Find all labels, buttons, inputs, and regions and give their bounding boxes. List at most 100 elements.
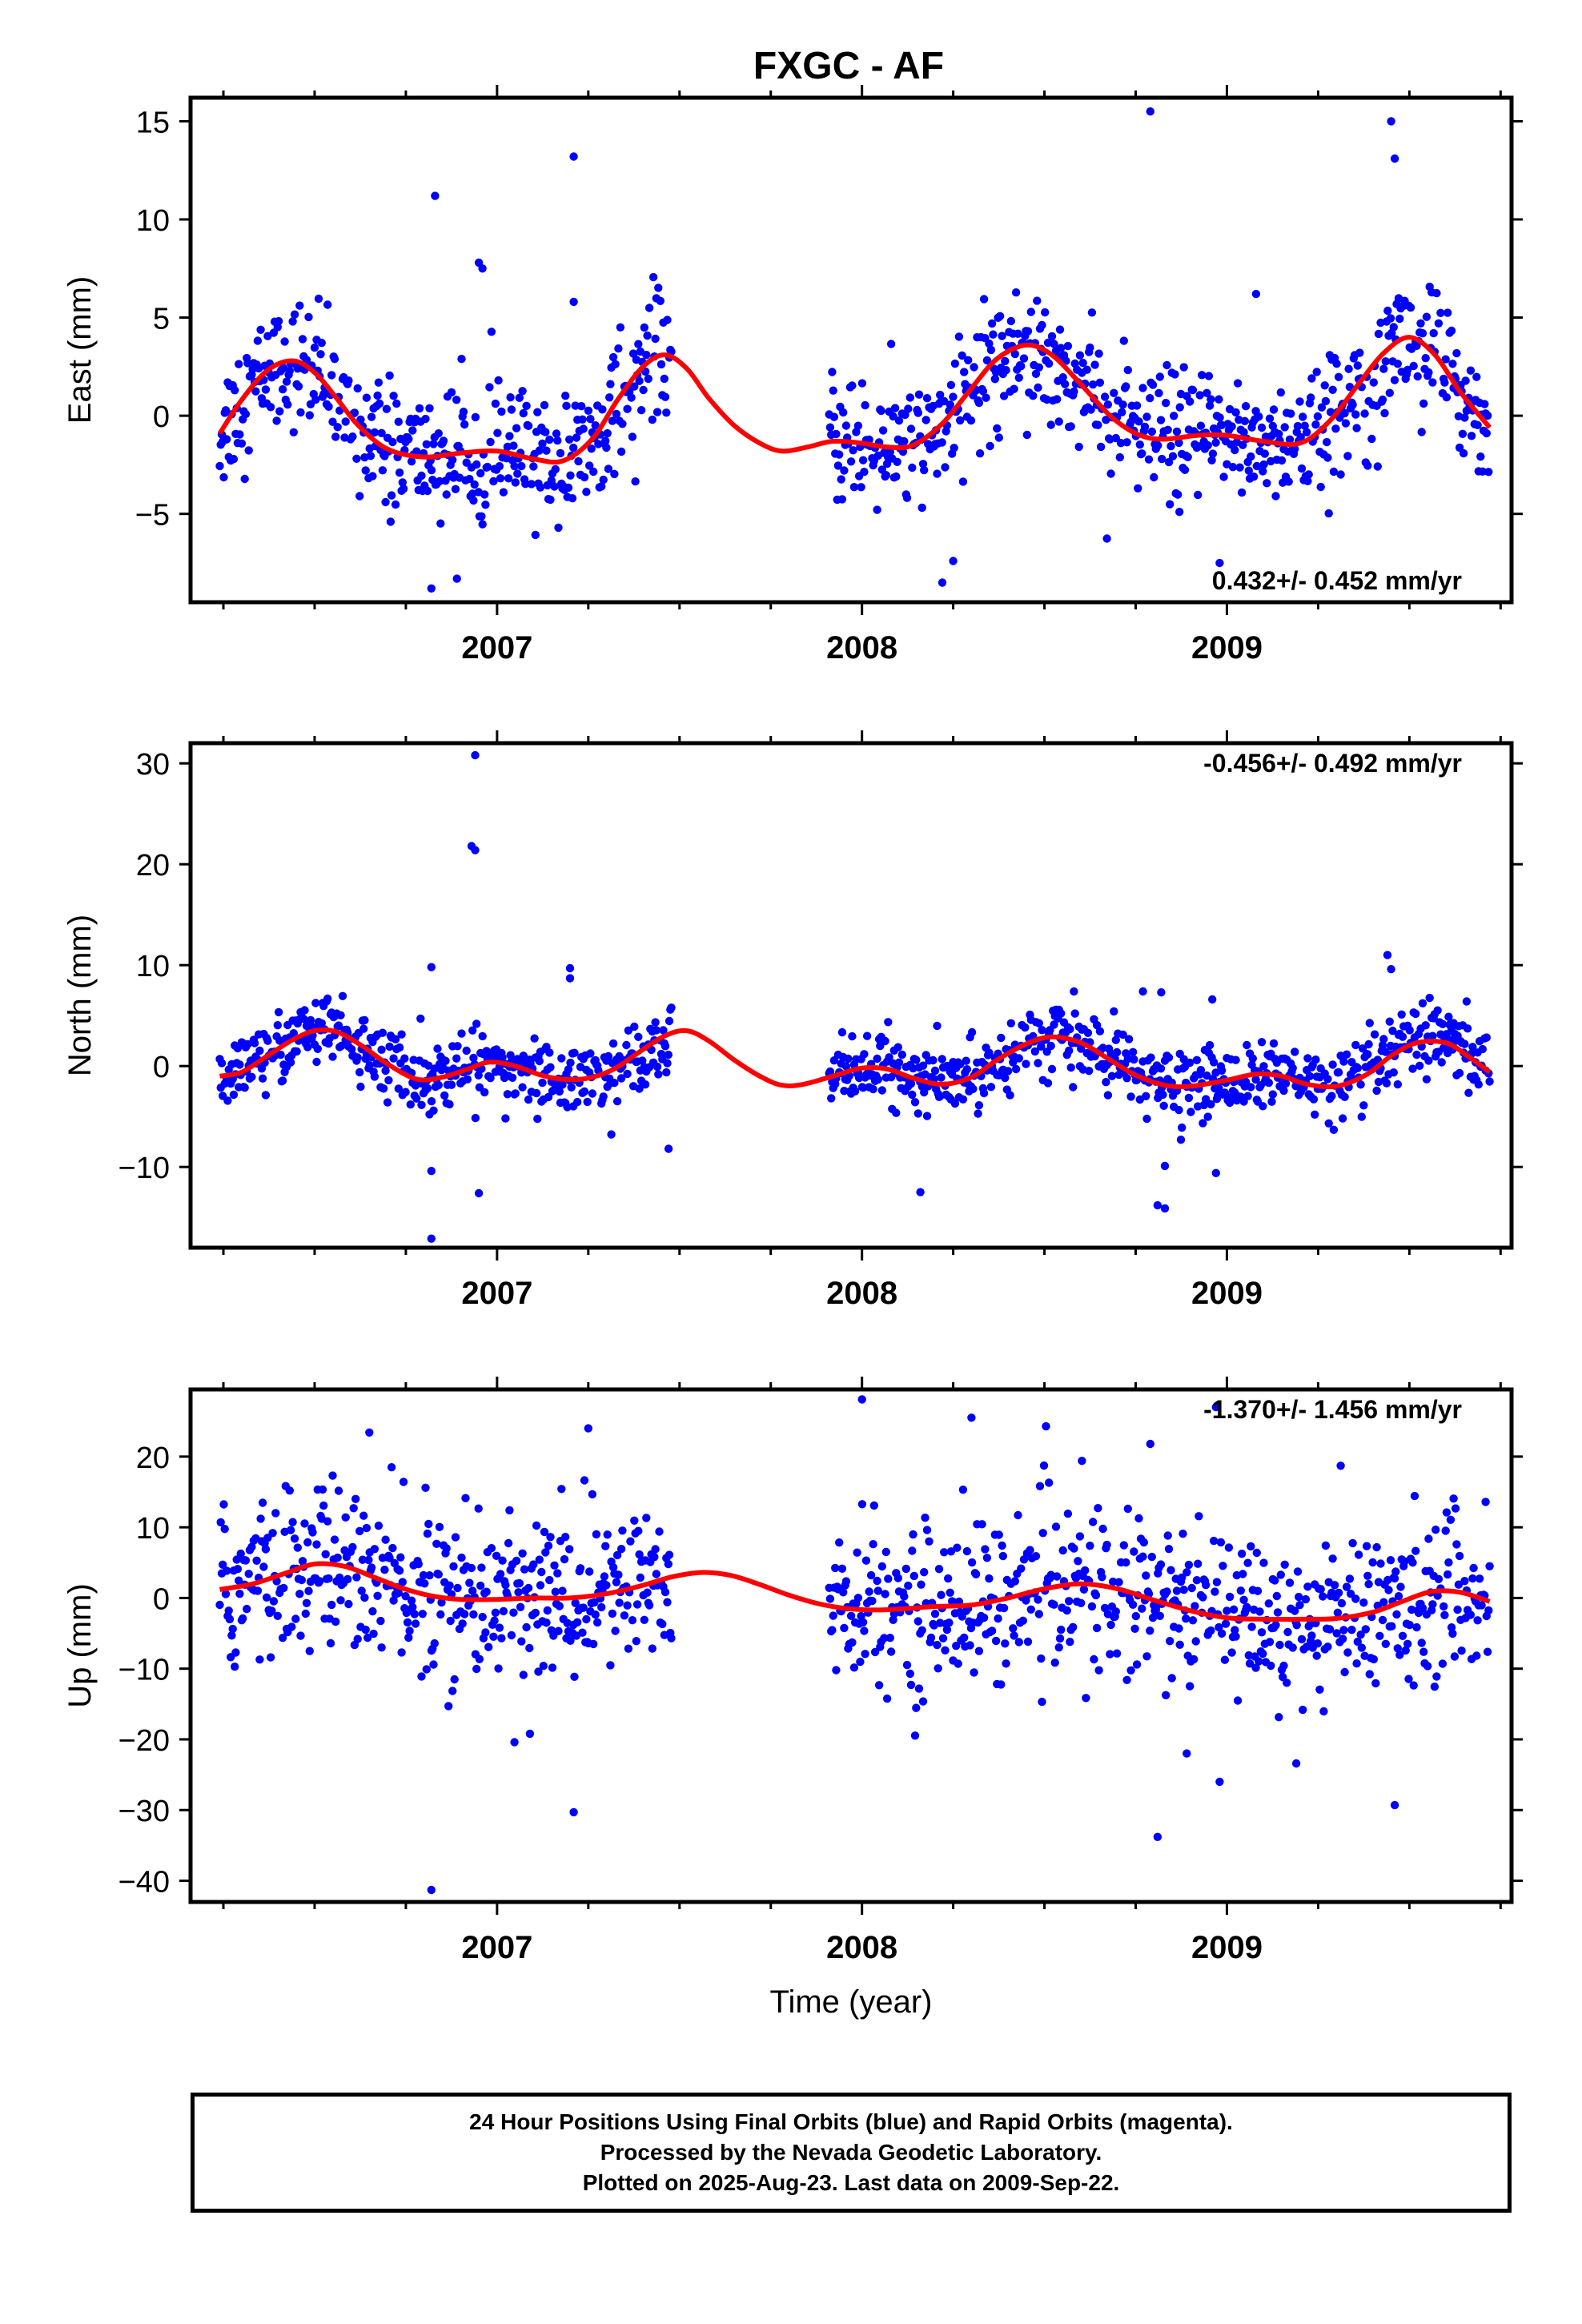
data-point <box>1433 1591 1442 1600</box>
data-point <box>1106 469 1115 478</box>
plot-frame <box>188 741 1514 1250</box>
data-point <box>1476 452 1485 461</box>
data-point <box>445 1581 454 1590</box>
data-point <box>1225 1592 1235 1602</box>
data-point <box>404 435 413 444</box>
data-point <box>1156 1064 1166 1073</box>
data-point <box>1182 1568 1191 1577</box>
data-point <box>636 1573 644 1582</box>
data-point <box>582 1614 591 1624</box>
data-point <box>312 1540 321 1549</box>
data-point <box>362 1523 371 1533</box>
data-point <box>1307 1631 1316 1640</box>
data-point <box>1002 1659 1010 1668</box>
data-point <box>1086 405 1095 414</box>
data-point <box>1410 1491 1419 1501</box>
data-point <box>1457 1647 1466 1655</box>
data-point <box>571 401 580 410</box>
data-point <box>1259 1062 1268 1071</box>
data-point <box>1118 1030 1127 1039</box>
data-point <box>1050 1659 1059 1667</box>
data-point <box>560 1554 569 1564</box>
data-point <box>493 428 502 437</box>
data-point <box>974 398 984 408</box>
data-point <box>1342 1050 1351 1059</box>
data-point <box>1303 476 1312 485</box>
data-point <box>263 1036 272 1045</box>
data-point <box>1208 449 1218 458</box>
data-point <box>274 316 283 326</box>
data-point <box>1397 1010 1406 1019</box>
data-point <box>874 1681 884 1690</box>
data-point <box>661 392 670 401</box>
data-point <box>1446 1515 1456 1525</box>
data-point <box>1142 412 1151 421</box>
plot-frame <box>188 1387 1514 1904</box>
data-point <box>1371 1679 1380 1688</box>
data-point <box>1128 1047 1138 1057</box>
data-point <box>993 424 1002 433</box>
data-point <box>492 1551 501 1561</box>
data-point <box>343 1574 352 1584</box>
data-point <box>946 380 956 389</box>
data-point <box>1100 392 1110 401</box>
data-point <box>557 1054 566 1063</box>
data-point <box>829 386 837 395</box>
data-point <box>893 1043 903 1051</box>
data-point <box>1460 1039 1469 1048</box>
data-point <box>1304 470 1313 479</box>
data-point <box>835 450 844 459</box>
data-point <box>607 1130 616 1139</box>
rate-annotation: -1.370+/- 1.456 mm/yr <box>1203 1395 1462 1424</box>
data-point <box>659 1026 668 1035</box>
data-point <box>494 1664 503 1673</box>
data-point <box>1077 1044 1086 1053</box>
data-point <box>497 407 506 416</box>
data-point <box>1403 365 1412 374</box>
data-point <box>535 446 544 455</box>
data-point <box>314 294 323 304</box>
data-point <box>1463 1024 1472 1033</box>
data-point <box>840 466 849 475</box>
data-point <box>1196 421 1206 430</box>
data-point <box>1248 1054 1258 1063</box>
data-point <box>304 1586 313 1595</box>
x-tick-label: 2007 <box>461 1930 532 1965</box>
data-point <box>933 469 942 478</box>
data-point <box>1243 1040 1251 1050</box>
data-point <box>472 1019 481 1028</box>
data-point <box>1443 308 1452 317</box>
data-point <box>1217 1629 1227 1638</box>
data-point <box>608 1609 617 1618</box>
data-point <box>631 477 640 486</box>
data-point <box>1259 467 1267 476</box>
data-point <box>276 1050 285 1059</box>
data-point <box>319 390 328 399</box>
data-point <box>435 1522 444 1532</box>
data-point <box>1336 1462 1345 1470</box>
data-point <box>1345 1574 1355 1583</box>
data-point <box>1244 466 1254 475</box>
data-point <box>369 1629 378 1638</box>
data-point <box>849 446 857 455</box>
data-point <box>1288 1643 1297 1652</box>
data-point <box>520 1565 529 1574</box>
data-point <box>375 399 384 408</box>
data-point <box>986 441 994 451</box>
data-point <box>287 1622 296 1631</box>
data-point <box>1297 1634 1307 1644</box>
data-point <box>1057 1009 1066 1018</box>
data-point <box>518 387 527 396</box>
data-point <box>1281 1079 1291 1088</box>
data-point <box>541 428 550 436</box>
data-point <box>1087 308 1097 317</box>
data-point <box>925 1537 934 1546</box>
data-point <box>292 1047 301 1056</box>
outlier-point <box>1208 995 1217 1004</box>
data-point <box>1394 1592 1403 1601</box>
data-point <box>644 1601 654 1610</box>
data-point <box>1255 1657 1263 1666</box>
data-point <box>1010 1577 1020 1586</box>
data-point <box>1275 1640 1284 1650</box>
